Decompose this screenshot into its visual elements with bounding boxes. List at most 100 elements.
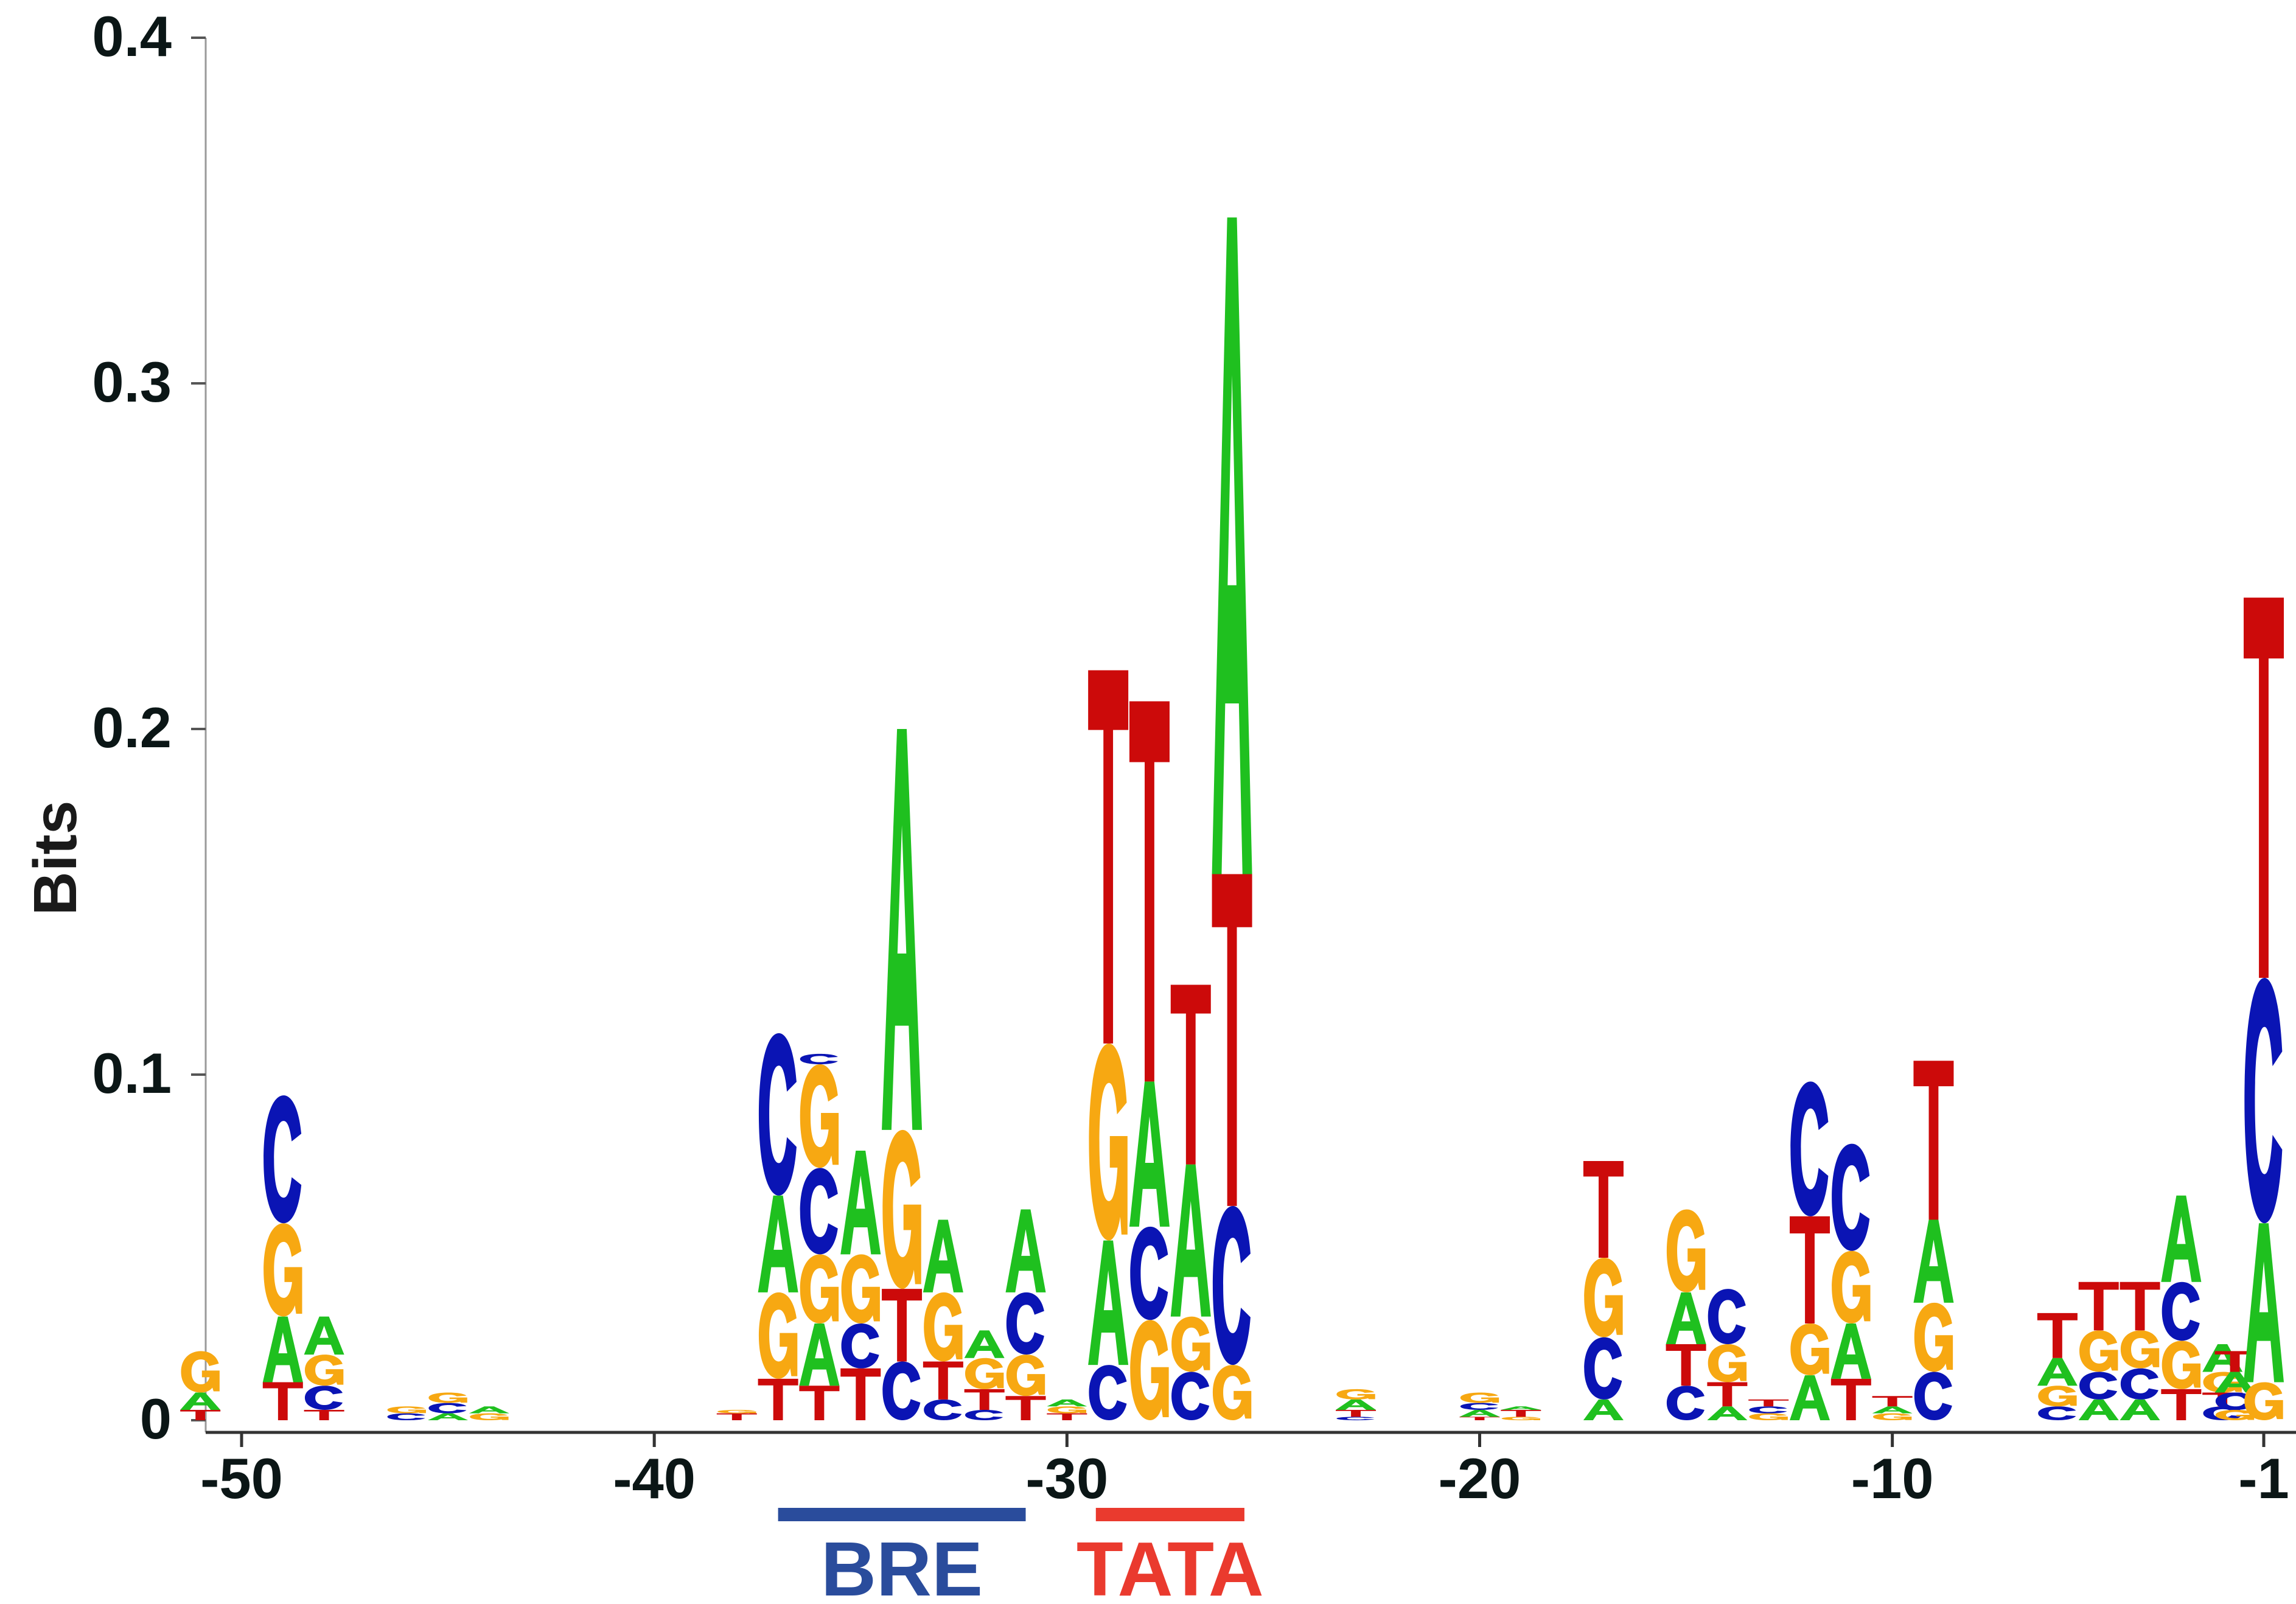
logo-letter-G <box>1790 1323 1829 1376</box>
logo-letter-T <box>2161 1389 2202 1420</box>
logo-column <box>1913 1061 1954 1420</box>
logo-letter-C <box>1749 1406 1787 1414</box>
logo-column <box>2244 598 2284 1420</box>
logo-column <box>1129 701 1170 1420</box>
region-bar <box>778 1508 1026 1521</box>
logo-letter-C <box>2079 1372 2118 1400</box>
logo-letter-C <box>428 1403 467 1414</box>
logo-letter-A <box>840 1150 881 1255</box>
logo-letter-T <box>304 1409 344 1420</box>
logo-letter-C <box>387 1413 425 1420</box>
logo-column <box>2037 1313 2078 1420</box>
logo-letter-T <box>1707 1382 1748 1407</box>
logo-letter-T <box>1790 1216 1830 1323</box>
logo-letter-C <box>841 1323 879 1369</box>
logo-column <box>1666 1209 1706 1420</box>
logo-letter-A <box>2214 1372 2255 1393</box>
logo-letter-G <box>1872 1413 1912 1420</box>
logo-letter-C <box>2038 1406 2076 1420</box>
logo-column <box>387 1406 426 1420</box>
y-tick-label: 0.1 <box>92 1041 172 1105</box>
logo-letter-T <box>262 1382 303 1420</box>
y-tick: 0 <box>140 1387 206 1451</box>
logo-column <box>1336 1389 1377 1420</box>
logo-letter-T <box>1212 874 1252 1206</box>
logo-column <box>180 1351 221 1420</box>
y-tick: 0.4 <box>92 4 206 68</box>
logo-letter-G <box>758 1292 798 1379</box>
region-label: TATA <box>1076 1526 1264 1604</box>
logo-letter-T <box>840 1368 881 1420</box>
logo-column <box>262 1095 303 1420</box>
y-tick-label: 0 <box>140 1387 172 1451</box>
logo-column <box>840 1150 881 1420</box>
motif-regions: BRE TATA <box>778 1508 1264 1604</box>
logo-column <box>1583 1161 1624 1420</box>
logo-letter-T <box>1913 1061 1954 1220</box>
logo-letter-T <box>964 1389 1005 1410</box>
logo-column <box>1005 1209 1046 1420</box>
y-tick-label: 0.4 <box>92 4 172 68</box>
logo-letter-C <box>882 1361 921 1420</box>
logo-letter-C <box>965 1409 1003 1420</box>
logo-letter-C <box>2244 977 2283 1224</box>
logo-letter-A <box>923 1219 963 1292</box>
logo-letter-G <box>1130 1320 1169 1420</box>
y-axis-title: Bits <box>21 801 89 916</box>
logo-letter-G <box>1336 1389 1375 1400</box>
logo-letter-A <box>1459 1409 1500 1417</box>
logo-letter-A <box>758 1195 798 1292</box>
logo-letter-A <box>1872 1406 1913 1414</box>
logo-letter-G <box>800 1064 839 1168</box>
logo-letter-A <box>964 1330 1005 1358</box>
logo-letter-A <box>262 1316 303 1383</box>
logo-letter-T <box>1005 1396 1046 1420</box>
logo-letter-G <box>2038 1386 2077 1407</box>
logo-letter-T <box>2037 1313 2078 1358</box>
logo-column <box>1501 1406 1541 1420</box>
logo-letter-G <box>1666 1209 1706 1292</box>
logo-letter-G <box>1460 1392 1499 1403</box>
logo-column <box>1830 1143 1871 1420</box>
logo-letter-G <box>800 1254 839 1323</box>
logo-letter-T <box>1872 1396 1913 1407</box>
logo-letter-T <box>1501 1409 1541 1417</box>
logo-letter-G <box>1749 1413 1788 1420</box>
logo-letter-C <box>1708 1289 1746 1345</box>
logo-column <box>1707 1289 1748 1420</box>
logo-letter-G <box>2244 1382 2283 1420</box>
logo-letter-A <box>304 1316 344 1355</box>
logo-letter-G <box>1212 1365 1252 1421</box>
logo-letter-T <box>2078 1281 2119 1331</box>
logo-letter-G <box>2120 1330 2160 1369</box>
logo-letter-A <box>1913 1219 1954 1303</box>
logo-column <box>799 1053 840 1420</box>
region-tata: TATA <box>1076 1508 1264 1604</box>
logo-letter-G <box>470 1413 509 1420</box>
x-tick-label: -10 <box>1851 1446 1934 1510</box>
logo-letter-T <box>1459 1417 1500 1420</box>
logo-letter-A <box>1583 1399 1624 1420</box>
logo-stacks <box>180 217 2284 1421</box>
logo-letter-A <box>2120 1399 2160 1420</box>
logo-letter-A <box>1830 1323 1871 1379</box>
logo-letter-A <box>1501 1406 1541 1410</box>
logo-column <box>428 1392 469 1420</box>
logo-letter-A <box>1005 1209 1046 1292</box>
logo-letter-T <box>2214 1351 2255 1372</box>
logo-column <box>304 1316 344 1420</box>
logo-letter-A <box>1170 1164 1211 1317</box>
x-ticks: -50 -40 -30 -20 -10 -1 <box>200 1432 2289 1510</box>
x-tick: -1 <box>2238 1432 2289 1510</box>
logo-letter-G <box>2079 1330 2118 1372</box>
logo-letter-T <box>1830 1378 1871 1420</box>
logo-letter-T <box>1666 1344 1706 1386</box>
logo-letter-C <box>1584 1337 1622 1400</box>
logo-letter-G <box>2162 1341 2201 1389</box>
logo-letter-T <box>882 1289 923 1362</box>
logo-letter-A <box>1088 1240 1129 1365</box>
logo-letter-T <box>923 1361 963 1400</box>
logo-column <box>923 1219 963 1420</box>
logo-column <box>1748 1399 1789 1420</box>
